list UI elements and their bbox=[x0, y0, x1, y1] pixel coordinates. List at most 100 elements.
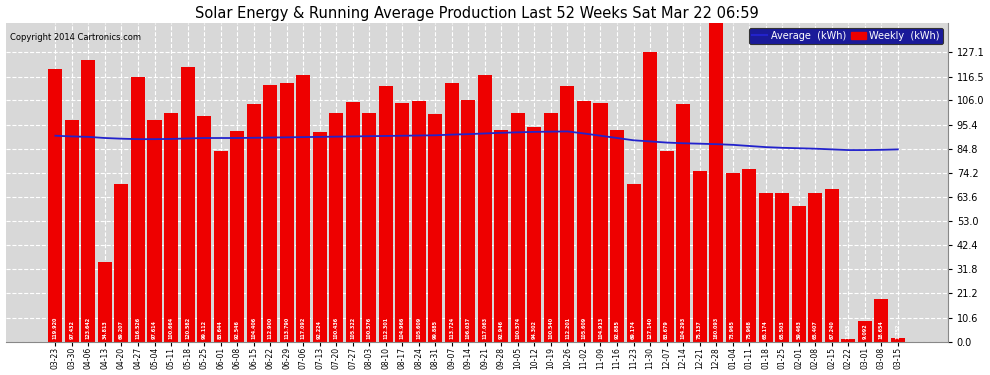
Bar bbox=[230, 131, 245, 342]
Text: 116.526: 116.526 bbox=[136, 317, 141, 339]
Text: 69.207: 69.207 bbox=[119, 321, 124, 339]
Bar bbox=[197, 116, 211, 342]
Bar bbox=[148, 120, 161, 342]
Text: 160.093: 160.093 bbox=[714, 317, 719, 339]
Text: 83.679: 83.679 bbox=[664, 321, 669, 339]
Text: 100.664: 100.664 bbox=[168, 317, 173, 339]
Bar bbox=[346, 102, 359, 342]
Text: 112.900: 112.900 bbox=[267, 317, 272, 339]
Bar bbox=[296, 75, 310, 342]
Bar bbox=[429, 114, 443, 342]
Bar bbox=[693, 171, 707, 342]
Text: 105.609: 105.609 bbox=[581, 317, 586, 339]
Bar bbox=[593, 103, 608, 342]
Text: 105.609: 105.609 bbox=[417, 317, 422, 339]
Bar bbox=[478, 75, 492, 342]
Text: 100.576: 100.576 bbox=[366, 317, 371, 339]
Text: 120.582: 120.582 bbox=[185, 317, 190, 339]
Text: 119.920: 119.920 bbox=[52, 317, 57, 339]
Text: 1.752: 1.752 bbox=[895, 324, 900, 339]
Bar bbox=[511, 113, 525, 342]
Text: 99.885: 99.885 bbox=[433, 320, 438, 339]
Text: 92.946: 92.946 bbox=[499, 320, 504, 339]
Text: 112.301: 112.301 bbox=[383, 317, 388, 339]
Bar bbox=[115, 184, 129, 342]
Text: 75.137: 75.137 bbox=[697, 321, 702, 339]
Bar bbox=[644, 53, 657, 342]
Bar bbox=[279, 83, 294, 342]
Bar bbox=[726, 173, 740, 342]
Text: 92.224: 92.224 bbox=[317, 321, 322, 339]
Text: 117.063: 117.063 bbox=[482, 317, 487, 339]
Text: 100.436: 100.436 bbox=[334, 317, 339, 339]
Text: 73.965: 73.965 bbox=[731, 321, 736, 339]
Text: 104.966: 104.966 bbox=[400, 317, 405, 339]
Bar bbox=[560, 86, 574, 342]
Title: Solar Energy & Running Average Production Last 52 Weeks Sat Mar 22 06:59: Solar Energy & Running Average Productio… bbox=[195, 6, 758, 21]
Text: 104.293: 104.293 bbox=[680, 317, 686, 339]
Bar bbox=[758, 194, 773, 342]
Bar bbox=[362, 113, 376, 342]
Bar bbox=[891, 338, 905, 342]
Text: 97.614: 97.614 bbox=[152, 321, 157, 339]
Bar bbox=[775, 193, 789, 342]
Bar bbox=[742, 169, 756, 342]
Text: 99.112: 99.112 bbox=[202, 320, 207, 339]
Text: 65.407: 65.407 bbox=[813, 321, 818, 339]
Bar bbox=[81, 60, 95, 342]
Bar bbox=[842, 339, 855, 342]
Text: 105.322: 105.322 bbox=[350, 317, 355, 339]
Bar bbox=[49, 69, 62, 342]
Bar bbox=[263, 85, 277, 342]
Text: 100.540: 100.540 bbox=[548, 317, 553, 339]
Text: 67.240: 67.240 bbox=[830, 321, 835, 339]
Text: 97.432: 97.432 bbox=[69, 321, 74, 339]
Bar bbox=[627, 184, 641, 342]
Text: 65.503: 65.503 bbox=[780, 321, 785, 339]
Bar bbox=[461, 100, 475, 342]
Bar bbox=[395, 103, 409, 342]
Bar bbox=[131, 76, 145, 342]
Bar bbox=[857, 321, 872, 342]
Bar bbox=[180, 67, 195, 342]
Text: 100.574: 100.574 bbox=[516, 317, 521, 339]
Text: 117.092: 117.092 bbox=[301, 317, 306, 339]
Bar bbox=[494, 130, 509, 342]
Text: 92.885: 92.885 bbox=[615, 321, 620, 339]
Bar bbox=[313, 132, 327, 342]
Bar bbox=[825, 189, 839, 342]
Bar bbox=[676, 104, 690, 342]
Bar bbox=[164, 112, 178, 342]
Legend: Average  (kWh), Weekly  (kWh): Average (kWh), Weekly (kWh) bbox=[749, 28, 942, 44]
Bar bbox=[379, 86, 393, 342]
Text: 34.813: 34.813 bbox=[102, 321, 108, 339]
Text: 112.201: 112.201 bbox=[565, 317, 570, 339]
Bar bbox=[98, 262, 112, 342]
Bar bbox=[445, 83, 458, 342]
Bar bbox=[528, 127, 542, 342]
Bar bbox=[544, 113, 558, 342]
Bar bbox=[412, 101, 426, 342]
Text: 123.642: 123.642 bbox=[86, 317, 91, 339]
Text: 9.092: 9.092 bbox=[862, 324, 867, 339]
Bar bbox=[808, 193, 823, 342]
Text: 1.053: 1.053 bbox=[845, 324, 850, 339]
Text: 65.174: 65.174 bbox=[763, 321, 768, 339]
Text: 106.037: 106.037 bbox=[466, 317, 471, 339]
Bar bbox=[874, 299, 888, 342]
Bar bbox=[214, 152, 228, 342]
Text: 113.790: 113.790 bbox=[284, 317, 289, 339]
Bar bbox=[792, 206, 806, 342]
Text: 113.724: 113.724 bbox=[449, 317, 454, 339]
Text: 104.913: 104.913 bbox=[598, 317, 603, 339]
Bar bbox=[610, 130, 624, 342]
Bar bbox=[247, 104, 260, 342]
Text: Copyright 2014 Cartronics.com: Copyright 2014 Cartronics.com bbox=[10, 33, 142, 42]
Bar bbox=[709, 0, 723, 342]
Text: 94.302: 94.302 bbox=[532, 321, 537, 339]
Text: 104.406: 104.406 bbox=[251, 317, 256, 339]
Text: 69.174: 69.174 bbox=[631, 321, 636, 339]
Bar bbox=[65, 120, 79, 342]
Text: 18.654: 18.654 bbox=[879, 321, 884, 339]
Text: 75.968: 75.968 bbox=[746, 321, 751, 339]
